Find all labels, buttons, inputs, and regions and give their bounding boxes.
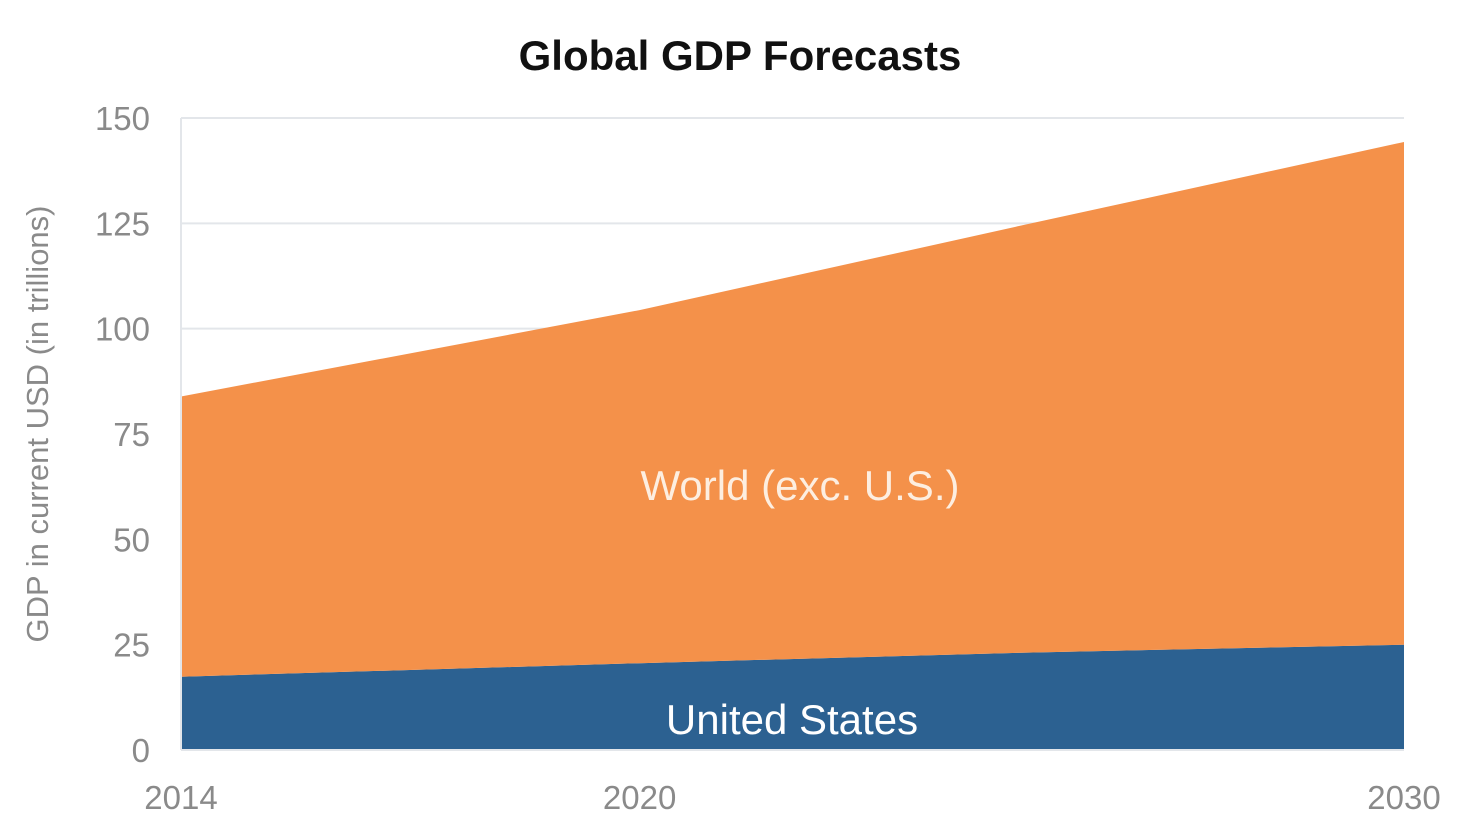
y-tick-label-100: 100 (95, 311, 150, 348)
y-tick-label-50: 50 (113, 521, 150, 558)
series-label-united-states: United States (666, 696, 918, 743)
y-tick-label-125: 125 (95, 205, 150, 242)
axes (180, 118, 1404, 751)
x-tick-label-2030: 2030 (1367, 779, 1440, 816)
chart-title: Global GDP Forecasts (519, 32, 962, 79)
series-labels: World (exc. U.S.) United States (641, 462, 960, 743)
series-label-world-exc-us: World (exc. U.S.) (641, 462, 960, 509)
x-tick-label-2020: 2020 (603, 779, 676, 816)
y-axis-label: GDP in current USD (in trillions) (20, 206, 55, 643)
y-tick-label-75: 75 (113, 416, 150, 453)
y-tick-label-150: 150 (95, 100, 150, 137)
area-world-exc-u-s (181, 142, 1404, 677)
x-tick-label-2014: 2014 (144, 779, 217, 816)
y-tick-label-0: 0 (132, 732, 150, 769)
x-tick-labels: 2014 2020 2030 (144, 779, 1440, 816)
area-united-states (181, 644, 1404, 750)
area-series-layer (181, 142, 1404, 750)
y-tick-label-25: 25 (113, 627, 150, 664)
y-tick-labels: 0 25 50 75 100 125 150 (95, 100, 150, 769)
